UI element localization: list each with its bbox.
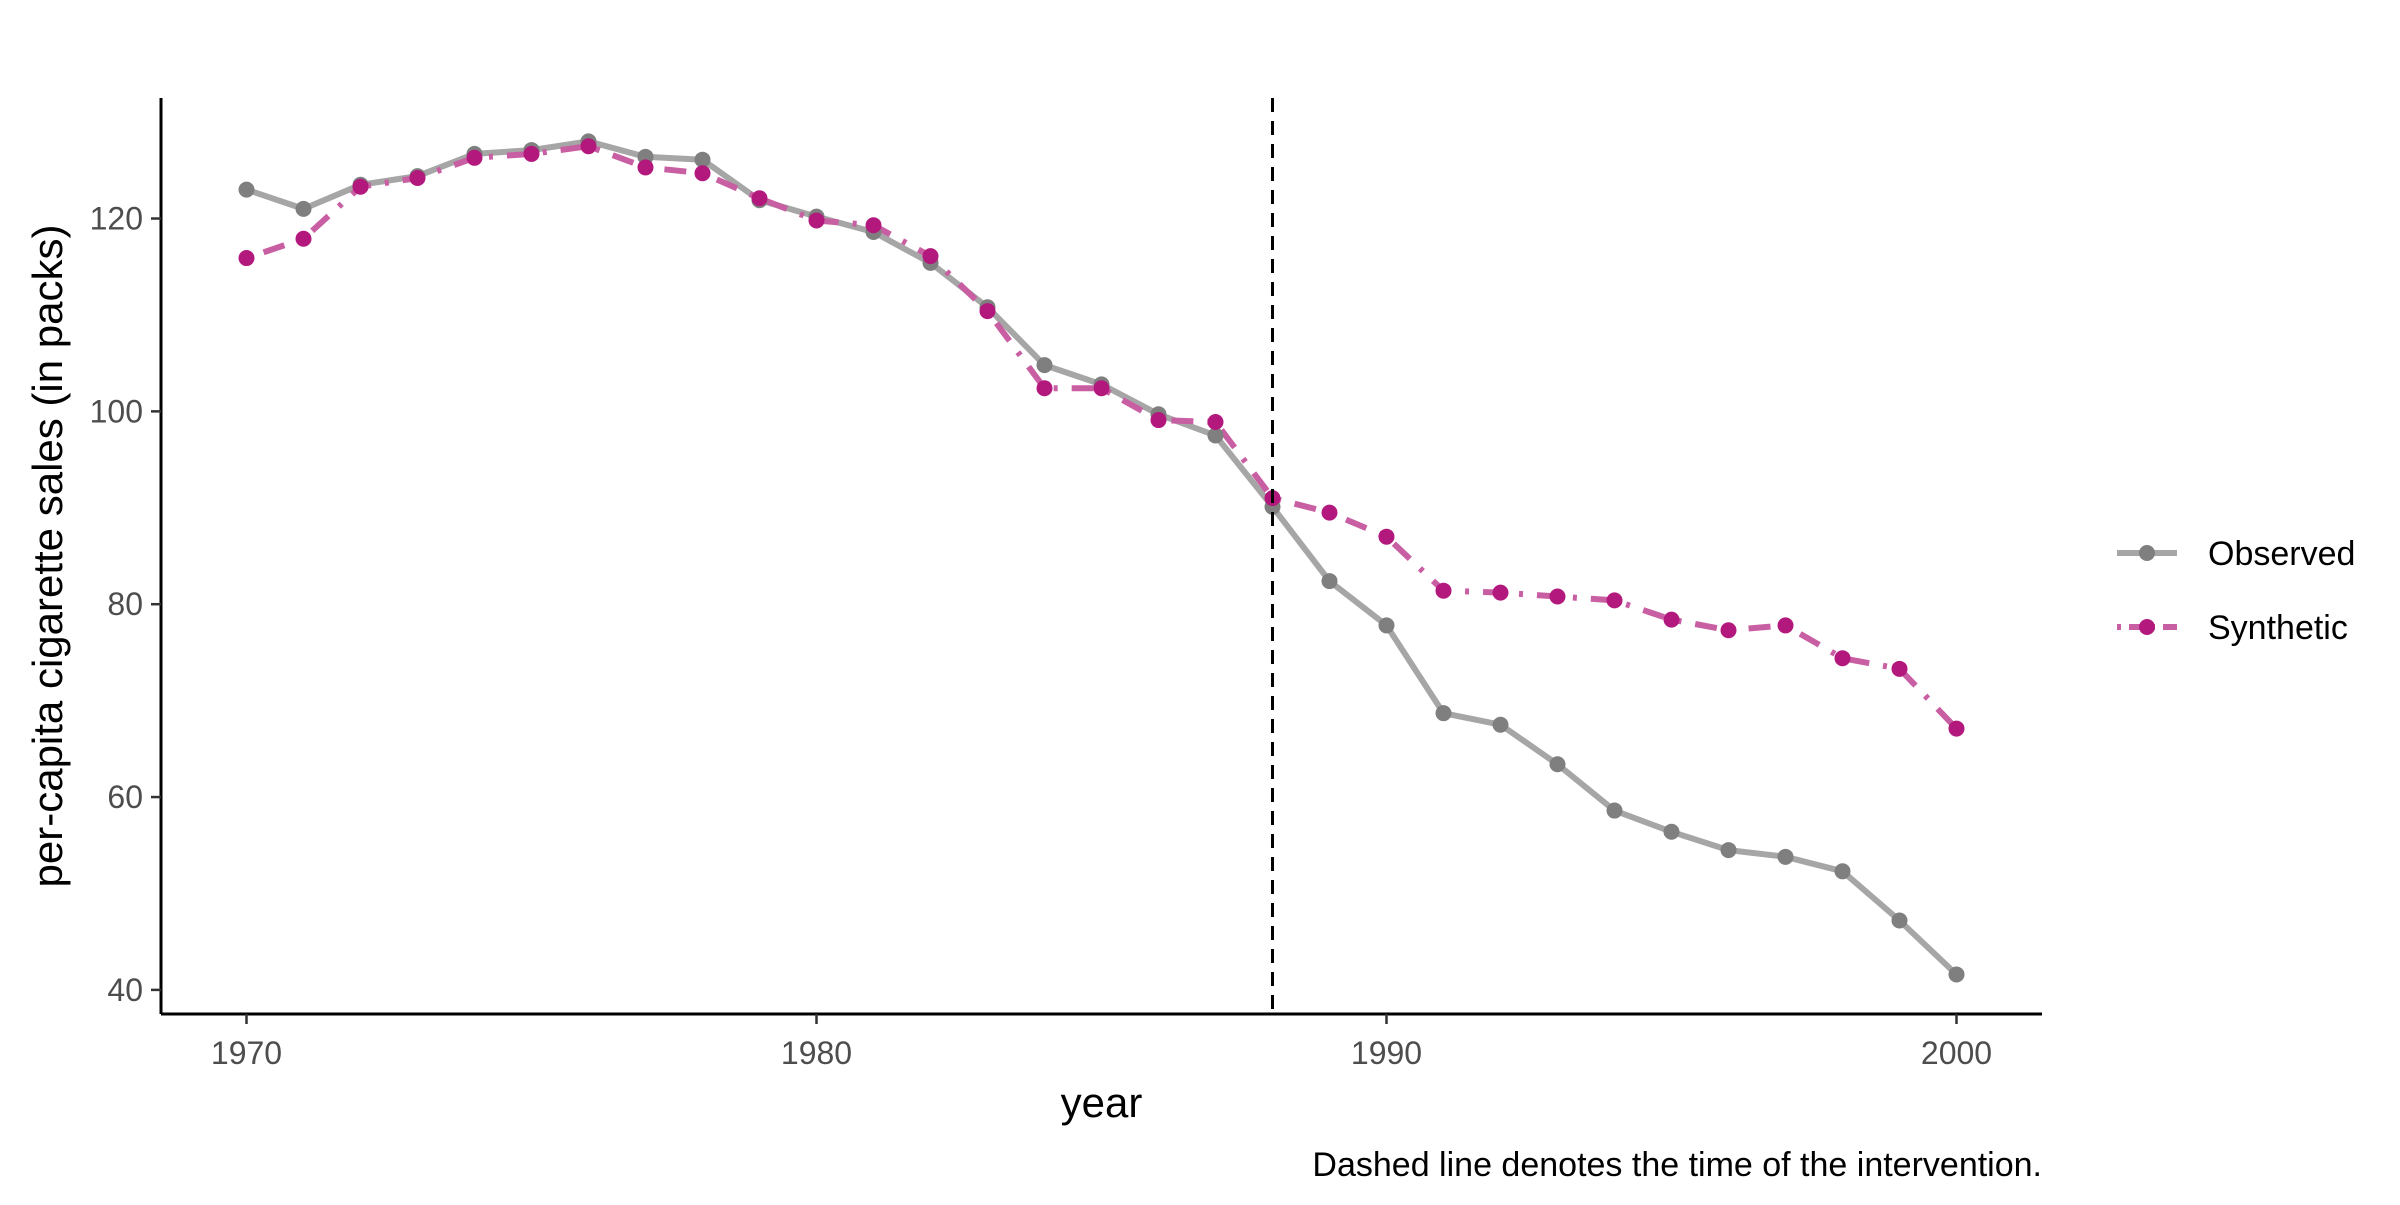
data-point-synthetic-1989 <box>1321 504 1338 521</box>
data-point-synthetic-1973 <box>409 170 426 187</box>
x-tick-label-1970: 1970 <box>211 1035 282 1071</box>
data-point-synthetic-1984 <box>1036 380 1053 397</box>
data-point-synthetic-1985 <box>1093 380 1110 397</box>
x-tick-label-2000: 2000 <box>1921 1035 1992 1071</box>
data-point-observed-1984 <box>1036 357 1053 374</box>
data-point-synthetic-1974 <box>466 149 483 166</box>
data-point-synthetic-1976 <box>580 138 597 155</box>
data-point-synthetic-1998 <box>1834 650 1851 667</box>
data-point-observed-1987 <box>1207 427 1224 444</box>
legend-key-synthetic-marker <box>2139 619 2155 635</box>
data-point-synthetic-1970 <box>238 250 255 267</box>
data-point-synthetic-1992 <box>1492 584 1509 601</box>
data-point-observed-2000 <box>1948 966 1965 983</box>
data-point-synthetic-1991 <box>1435 582 1452 599</box>
data-point-synthetic-1971 <box>295 230 312 247</box>
x-axis-title: year <box>1061 1079 1143 1126</box>
data-point-synthetic-1978 <box>694 165 711 182</box>
data-point-synthetic-1972 <box>352 178 369 195</box>
data-point-synthetic-1986 <box>1150 412 1167 429</box>
data-point-synthetic-1979 <box>751 190 768 207</box>
data-point-observed-1991 <box>1435 705 1452 722</box>
data-point-synthetic-1982 <box>922 248 939 265</box>
data-point-observed-1971 <box>295 200 312 217</box>
series-line-synthetic <box>245 143 1959 731</box>
data-point-observed-1978 <box>694 151 711 168</box>
y-tick-label-40: 40 <box>107 972 143 1008</box>
data-point-synthetic-1977 <box>637 159 654 176</box>
x-tick-label-1990: 1990 <box>1351 1035 1422 1071</box>
data-point-synthetic-1980 <box>808 212 825 229</box>
data-point-synthetic-1995 <box>1663 611 1680 628</box>
legend-label-synthetic: Synthetic <box>2208 609 2348 647</box>
data-point-observed-1970 <box>238 181 255 198</box>
x-tick-label-1980: 1980 <box>781 1035 852 1071</box>
data-point-observed-1996 <box>1720 842 1737 859</box>
data-point-observed-1995 <box>1663 823 1680 840</box>
data-point-synthetic-1987 <box>1207 413 1224 430</box>
data-point-observed-1997 <box>1777 848 1794 865</box>
y-axis-title: per-capita cigarette sales (in packs) <box>24 225 71 888</box>
data-point-synthetic-1983 <box>979 303 996 320</box>
legend-item-observed: Observed <box>2117 535 2355 573</box>
data-point-synthetic-1996 <box>1720 622 1737 639</box>
data-point-observed-1993 <box>1549 756 1566 773</box>
data-point-synthetic-2000 <box>1948 720 1965 737</box>
data-point-synthetic-1993 <box>1549 588 1566 605</box>
data-point-observed-1990 <box>1378 617 1395 634</box>
chart-caption: Dashed line denotes the time of the inte… <box>1312 1146 2042 1184</box>
legend-item-synthetic: Synthetic <box>2117 609 2348 647</box>
legend-label-observed: Observed <box>2208 535 2355 573</box>
data-point-synthetic-1994 <box>1606 592 1623 609</box>
legend-key-observed-marker <box>2139 545 2155 561</box>
data-point-synthetic-1990 <box>1378 528 1395 545</box>
y-tick-label-80: 80 <box>107 586 143 622</box>
y-tick-label-100: 100 <box>90 393 143 429</box>
y-tick-label-60: 60 <box>107 779 143 815</box>
data-point-synthetic-1975 <box>523 145 540 162</box>
data-point-observed-1999 <box>1891 912 1908 929</box>
axes <box>151 98 2042 1024</box>
plot-marks <box>238 98 1965 1014</box>
tick-labels: 40 60 80 100 120 1970 1980 1990 2000 <box>90 201 1992 1071</box>
data-point-synthetic-1997 <box>1777 617 1794 634</box>
data-point-observed-1994 <box>1606 802 1623 819</box>
data-point-observed-1992 <box>1492 716 1509 733</box>
data-point-observed-1989 <box>1321 573 1338 590</box>
series-line-observed <box>245 138 1959 977</box>
data-point-synthetic-1981 <box>865 217 882 234</box>
data-point-observed-1998 <box>1834 863 1851 880</box>
y-tick-label-120: 120 <box>90 201 143 237</box>
legend: Observed Synthetic <box>2117 535 2355 647</box>
data-point-synthetic-1999 <box>1891 660 1908 677</box>
